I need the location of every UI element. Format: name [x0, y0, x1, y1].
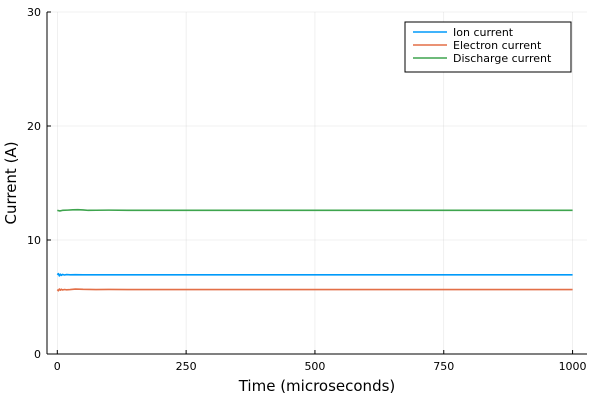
- series-line-2: [56, 288, 573, 292]
- series-line-3: [57, 208, 573, 212]
- x-tick-label: 750: [433, 360, 454, 373]
- legend-label: Electron current: [453, 39, 542, 52]
- y-axis-title: Current (A): [2, 141, 20, 224]
- legend-box: [404, 21, 572, 73]
- x-axis-title: Time (microseconds): [238, 377, 396, 395]
- series-line-1: [56, 272, 573, 277]
- y-tick-label: 20: [27, 120, 41, 133]
- x-tick-label: 500: [304, 360, 325, 373]
- y-tick-label: 0: [34, 348, 41, 361]
- legend-label: Ion current: [453, 26, 514, 39]
- ticks: 0 250 500 750 1000 0 10 20 30: [27, 6, 587, 373]
- x-tick-label: 250: [176, 360, 197, 373]
- y-tick-label: 30: [27, 6, 41, 19]
- y-tick-label: 10: [27, 234, 41, 247]
- axes: [46, 12, 587, 355]
- legend-label: Discharge current: [453, 52, 552, 65]
- series-lines: [56, 208, 573, 292]
- x-tick-label: 0: [54, 360, 61, 373]
- x-tick-label: 1000: [559, 360, 587, 373]
